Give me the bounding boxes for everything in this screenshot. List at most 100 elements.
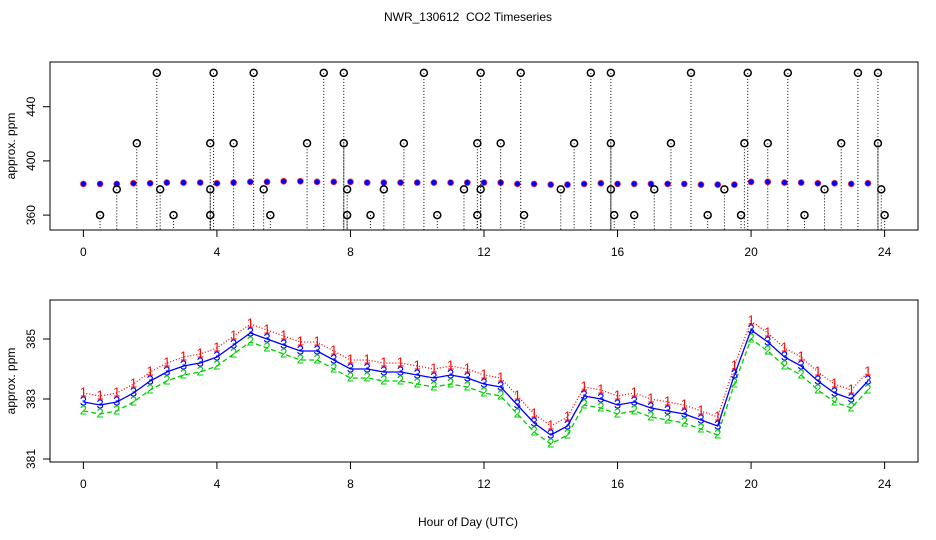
point-marker: 2 (347, 369, 354, 384)
point-marker: 2 (147, 381, 154, 396)
point-marker: 2 (430, 378, 437, 393)
point (556, 185, 566, 194)
x-tick-label: 4 (214, 245, 221, 259)
point (783, 68, 793, 78)
point (740, 139, 749, 148)
point (342, 185, 352, 194)
point (413, 179, 421, 186)
point-marker: 1 (564, 408, 571, 423)
point-marker: 3 (247, 324, 254, 339)
point (380, 179, 388, 186)
point (680, 180, 688, 188)
point-marker: 2 (80, 402, 87, 417)
x-tick-label: 16 (611, 477, 625, 491)
point-marker: 2 (197, 363, 204, 378)
point-marker: 1 (514, 387, 521, 402)
point (664, 180, 671, 188)
point-marker: 2 (180, 366, 187, 381)
point-marker: 1 (380, 354, 387, 369)
point (163, 179, 171, 186)
point-marker: 1 (430, 360, 437, 375)
x-tick-label: 24 (878, 477, 892, 491)
point (209, 68, 218, 78)
x-tick-label: 4 (214, 477, 221, 491)
point-marker: 2 (480, 384, 487, 399)
point-marker: 1 (831, 375, 838, 390)
point (196, 179, 204, 186)
point (447, 179, 454, 186)
y-axis-label: approx. ppm (4, 113, 18, 180)
point-marker: 1 (130, 375, 137, 390)
point-marker: 2 (714, 426, 721, 441)
point (697, 181, 705, 188)
point-marker: 3 (197, 354, 204, 369)
point-marker: 3 (364, 360, 371, 375)
point-marker: 3 (848, 390, 855, 405)
point-marker: 1 (731, 357, 738, 372)
point-marker: 1 (697, 402, 704, 417)
point (703, 210, 712, 220)
point (720, 185, 729, 194)
point-marker: 2 (681, 414, 688, 429)
point (714, 181, 722, 188)
point-marker: 3 (814, 372, 821, 387)
point-marker: 1 (197, 345, 204, 360)
point-marker: 1 (664, 393, 671, 408)
point-marker: 1 (814, 363, 821, 378)
x-tick-label: 20 (744, 477, 758, 491)
point (313, 178, 321, 186)
point-marker: 3 (263, 330, 270, 345)
point (342, 210, 352, 220)
point-marker: 2 (364, 369, 371, 384)
point (519, 210, 529, 220)
point-marker: 2 (664, 411, 671, 426)
point-marker: 1 (213, 339, 220, 354)
point (397, 179, 404, 186)
point-marker: 2 (397, 372, 404, 387)
point (130, 179, 137, 187)
point (155, 185, 165, 194)
point-marker: 2 (848, 399, 855, 414)
point-marker: 3 (747, 321, 754, 336)
point-marker: 1 (764, 324, 771, 339)
point-marker: 1 (180, 348, 187, 363)
point (169, 210, 178, 220)
point-marker: 3 (163, 363, 170, 378)
point-marker: 1 (147, 363, 154, 378)
point-marker: 2 (380, 372, 387, 387)
x-tick-label: 20 (744, 245, 758, 259)
point (614, 180, 621, 188)
point-marker: 2 (213, 357, 220, 372)
point-marker: 2 (631, 402, 638, 417)
point-marker: 3 (530, 414, 537, 429)
point-marker: 2 (263, 339, 270, 354)
point-marker: 2 (414, 375, 421, 390)
point (877, 185, 886, 194)
point (800, 210, 809, 220)
point-marker: 3 (581, 387, 588, 402)
point (366, 210, 375, 220)
point (363, 179, 371, 186)
x-tick-label: 12 (477, 245, 491, 259)
point-marker: 3 (213, 348, 220, 363)
point-marker: 2 (247, 333, 254, 348)
point-marker: 3 (781, 348, 788, 363)
point (280, 177, 288, 185)
point (586, 68, 596, 78)
point-marker: 1 (781, 339, 788, 354)
point-marker: 1 (313, 333, 320, 348)
point (781, 179, 788, 186)
point-marker: 1 (347, 351, 354, 366)
point (430, 179, 438, 186)
point (96, 180, 104, 188)
point (213, 179, 221, 187)
point-marker: 1 (614, 387, 621, 402)
point (259, 185, 268, 194)
point-marker: 1 (96, 387, 103, 402)
point-marker: 3 (380, 363, 387, 378)
point-marker: 1 (681, 396, 688, 411)
point (606, 139, 616, 148)
x-tick-label: 24 (878, 245, 892, 259)
series-line (83, 337, 869, 445)
point-marker: 3 (614, 396, 621, 411)
